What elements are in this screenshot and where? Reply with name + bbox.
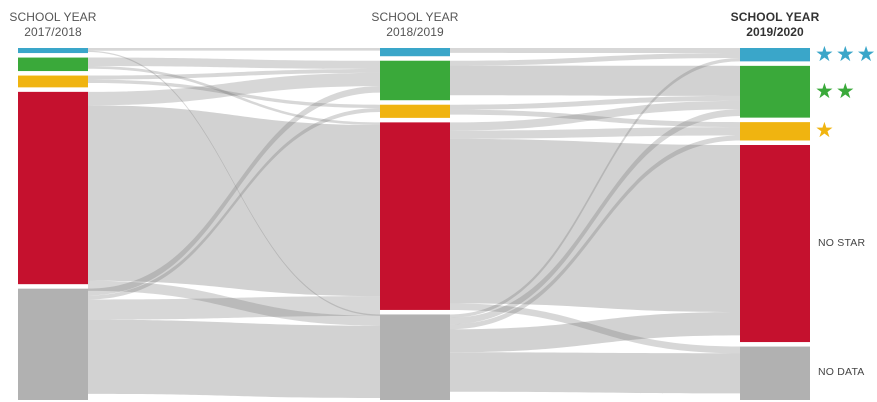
column-header-1: SCHOOL YEAR 2018/2019 (355, 10, 475, 40)
node-1-no_data (380, 314, 450, 400)
column-header-0: SCHOOL YEAR 2017/2018 (0, 10, 113, 40)
column-header-2-line-1: 2019/2020 (715, 25, 835, 40)
node-2-one_star (740, 122, 810, 140)
flow-0-no_data-to-no_data (88, 320, 380, 398)
node-1-three_star (380, 48, 450, 56)
node-1-one_star (380, 105, 450, 118)
node-0-one_star (18, 76, 88, 88)
star-rating-3: ★ ★ ★ (815, 44, 877, 65)
flow-0-three_star-to-three_star (88, 48, 380, 51)
column-header-2: SCHOOL YEAR 2019/2020 (715, 10, 835, 40)
star-icon: ★ (815, 44, 834, 65)
node-2-no_data (740, 347, 810, 400)
node-1-two_star (380, 61, 450, 100)
node-1-no_star (380, 122, 450, 310)
node-0-three_star (18, 48, 88, 53)
flow-1-no_star-to-no_star (450, 139, 740, 312)
flow-0-no_star-to-no_star (88, 105, 380, 296)
column-header-1-line-0: SCHOOL YEAR (355, 10, 475, 25)
node-2-no_star (740, 145, 810, 342)
row-label-no-data: NO DATA (818, 366, 865, 378)
flow-1-three_star-to-three_star (450, 48, 740, 53)
node-0-no_star (18, 92, 88, 284)
star-icon: ★ (836, 44, 855, 65)
column-header-0-line-0: SCHOOL YEAR (0, 10, 113, 25)
column-header-2-line-0: SCHOOL YEAR (715, 10, 835, 25)
column-header-0-line-1: 2017/2018 (0, 25, 113, 40)
node-2-three_star (740, 48, 810, 61)
star-icon: ★ (836, 81, 855, 102)
star-icon: ★ (815, 81, 834, 102)
node-0-two_star (18, 58, 88, 71)
node-2-two_star (740, 66, 810, 118)
star-rating-1: ★ (815, 120, 836, 141)
star-icon: ★ (857, 44, 876, 65)
star-rating-2: ★ ★ (815, 81, 857, 102)
flow-1-two_star-to-three_star (450, 53, 740, 66)
flow-1-no_data-to-no_data (450, 352, 740, 393)
node-0-no_data (18, 289, 88, 400)
flow-0-two_star-to-two_star (88, 58, 380, 69)
row-label-no-star: NO STAR (818, 237, 865, 249)
column-header-1-line-1: 2018/2019 (355, 25, 475, 40)
star-icon: ★ (815, 120, 834, 141)
